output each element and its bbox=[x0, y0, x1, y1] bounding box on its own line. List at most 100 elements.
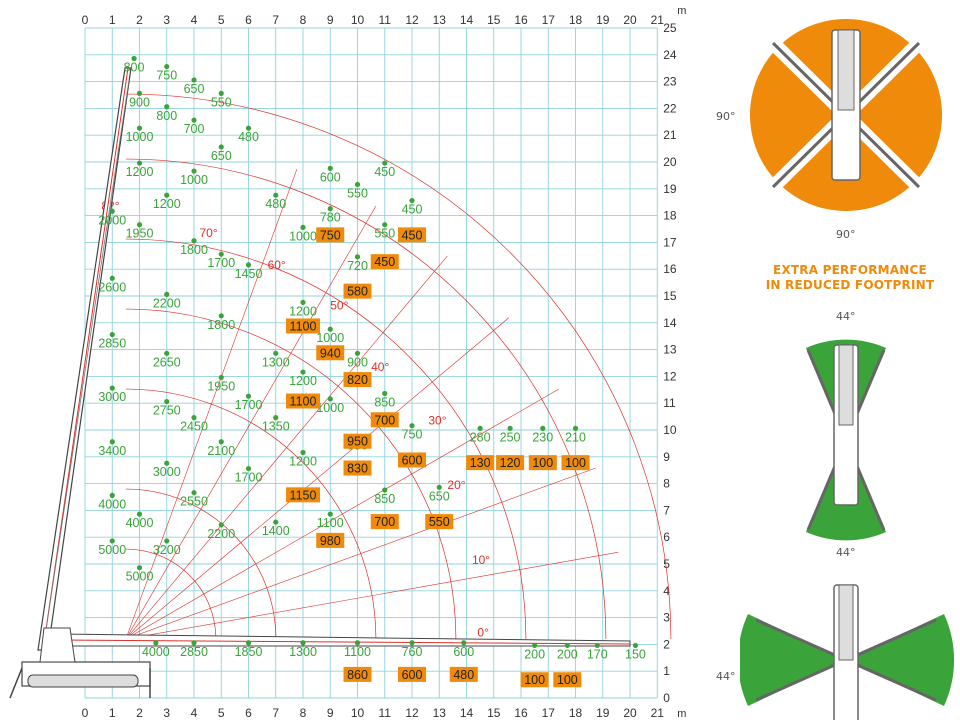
load-point bbox=[540, 425, 546, 431]
load-radius-arcs: 82°70°60°50°40°30°20°10°0° bbox=[101, 93, 672, 640]
load-box-orange bbox=[316, 227, 345, 243]
load-value-green: 280 bbox=[470, 430, 491, 444]
reach-arc bbox=[125, 548, 217, 640]
load-point bbox=[164, 291, 170, 297]
load-point bbox=[572, 425, 579, 431]
y-tick-label: 12 bbox=[663, 369, 677, 383]
load-point bbox=[218, 251, 224, 257]
load-point bbox=[245, 125, 252, 131]
load-point bbox=[245, 393, 252, 399]
top-diagram-bottom-angle: 90° bbox=[836, 228, 856, 241]
load-box-orange bbox=[449, 666, 478, 682]
full-footprint-diagram bbox=[750, 19, 942, 211]
reach-arc bbox=[125, 158, 607, 640]
load-value-green: 650 bbox=[211, 149, 232, 163]
x-tick-label-top: 15 bbox=[487, 13, 501, 27]
load-box-orange bbox=[286, 393, 320, 409]
load-value-green: 700 bbox=[184, 122, 205, 136]
load-value-green: 2200 bbox=[153, 296, 181, 310]
load-point bbox=[300, 369, 306, 375]
load-box-orange bbox=[425, 514, 454, 530]
load-point bbox=[564, 642, 570, 649]
load-value-orange: 120 bbox=[500, 456, 521, 470]
load-point bbox=[136, 160, 143, 166]
y-tick-label: 15 bbox=[663, 289, 677, 303]
load-value-orange: 600 bbox=[402, 453, 423, 467]
load-point bbox=[164, 104, 170, 110]
load-point bbox=[273, 350, 279, 356]
angle-label: 60° bbox=[268, 258, 286, 272]
y-tick-label: 18 bbox=[663, 209, 677, 223]
load-value-green: 1200 bbox=[289, 304, 317, 318]
load-value-green: 1100 bbox=[317, 516, 344, 530]
load-value-green: 1200 bbox=[153, 197, 181, 211]
x-tick-label-bottom: 18 bbox=[569, 706, 583, 720]
load-value-green: 750 bbox=[402, 428, 423, 442]
load-value-green: 650 bbox=[184, 82, 205, 96]
y-tick-label: 1 bbox=[663, 664, 670, 678]
load-point bbox=[327, 165, 333, 171]
load-point bbox=[409, 640, 415, 646]
load-value-green: 900 bbox=[347, 355, 368, 369]
load-box-orange bbox=[316, 532, 345, 548]
load-point bbox=[245, 465, 252, 472]
y-tick-label: 20 bbox=[663, 155, 677, 169]
angle-ray bbox=[125, 317, 510, 640]
angle-label: 70° bbox=[199, 226, 217, 240]
x-tick-label-top: 7 bbox=[272, 13, 279, 27]
footprint-diagrams bbox=[740, 19, 955, 720]
load-point bbox=[109, 275, 115, 281]
load-value-green: 2200 bbox=[207, 527, 235, 541]
load-point bbox=[632, 642, 639, 649]
load-point bbox=[354, 640, 361, 646]
load-point bbox=[300, 640, 306, 646]
load-point bbox=[136, 511, 143, 517]
mid-diagram-bottom-angle: 44° bbox=[836, 546, 856, 559]
load-value-orange: 860 bbox=[347, 668, 368, 682]
load-value-green: 250 bbox=[500, 430, 521, 444]
x-tick-label-top: 1 bbox=[109, 13, 116, 27]
x-tick-label-top: 3 bbox=[163, 13, 170, 27]
load-value-green: 1200 bbox=[289, 374, 317, 388]
boom-red-line bbox=[42, 67, 129, 651]
load-value-orange: 550 bbox=[429, 515, 450, 529]
x-unit-label-bottom: m bbox=[677, 708, 686, 720]
load-point bbox=[300, 224, 306, 230]
load-value-green: 600 bbox=[320, 170, 341, 184]
y-tick-label: 6 bbox=[663, 530, 670, 544]
bottom-diagram-left-angle: 44° bbox=[716, 670, 736, 683]
load-point bbox=[109, 439, 115, 445]
x-tick-label-bottom: 3 bbox=[163, 706, 170, 720]
load-value-green: 2650 bbox=[153, 355, 181, 369]
load-value-orange: 100 bbox=[565, 456, 586, 470]
y-tick-label: 24 bbox=[663, 48, 677, 62]
load-value-green: 4000 bbox=[98, 497, 126, 511]
load-point bbox=[191, 77, 197, 83]
load-value-green: 780 bbox=[320, 211, 341, 225]
y-tick-label: 4 bbox=[663, 584, 670, 598]
load-value-green: 1700 bbox=[235, 471, 263, 485]
load-point bbox=[477, 425, 483, 431]
x-tick-label-bottom: 2 bbox=[136, 706, 143, 720]
load-value-green: 1300 bbox=[262, 355, 290, 369]
reach-arc bbox=[125, 488, 277, 640]
load-value-orange: 100 bbox=[532, 456, 553, 470]
x-tick-label-bottom: 17 bbox=[542, 706, 556, 720]
load-value-green: 1700 bbox=[207, 256, 235, 270]
load-value-green: 2550 bbox=[180, 495, 208, 509]
boom-inner-line bbox=[45, 79, 130, 631]
load-value-green: 2450 bbox=[180, 420, 208, 434]
load-point bbox=[164, 398, 170, 405]
load-value-orange: 980 bbox=[320, 534, 341, 548]
x-tick-label-top: 8 bbox=[300, 13, 307, 27]
load-point bbox=[354, 350, 361, 356]
load-value-green: 4000 bbox=[126, 516, 154, 530]
angle-label: 10° bbox=[472, 553, 490, 567]
main-boom bbox=[37, 67, 132, 651]
angle-label: 50° bbox=[330, 298, 348, 312]
x-tick-label-bottom: 12 bbox=[405, 706, 419, 720]
x-tick-label-top: 12 bbox=[405, 13, 419, 27]
load-point bbox=[273, 415, 279, 421]
load-point bbox=[382, 160, 388, 166]
load-box-orange bbox=[553, 672, 582, 688]
